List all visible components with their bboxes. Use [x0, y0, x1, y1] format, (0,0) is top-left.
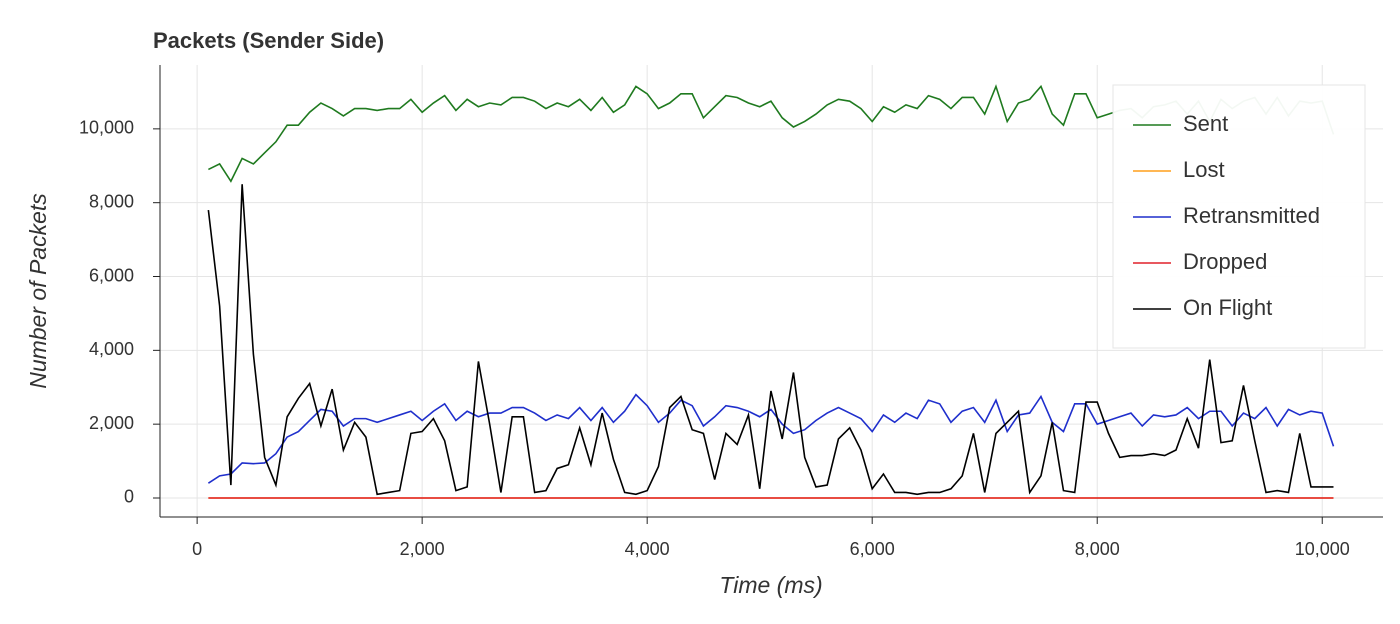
x-tick-label: 0 [192, 539, 202, 559]
y-tick-label: 2,000 [89, 413, 134, 433]
x-tick-label: 10,000 [1295, 539, 1350, 559]
legend-label: Dropped [1183, 249, 1267, 274]
series-line [207, 393, 1335, 484]
legend-label: Lost [1183, 157, 1225, 182]
legend-label: Sent [1183, 111, 1228, 136]
series-line [207, 184, 1334, 496]
chart-title: Packets (Sender Side) [153, 28, 384, 53]
x-axis-label: Time (ms) [719, 572, 822, 598]
x-tick-label: 2,000 [400, 539, 445, 559]
y-axis-label: Number of Packets [25, 193, 51, 389]
y-tick-label: 0 [124, 487, 134, 507]
legend-label: Retransmitted [1183, 203, 1320, 228]
x-tick-label: 6,000 [850, 539, 895, 559]
y-tick-label: 10,000 [79, 118, 134, 138]
y-tick-label: 4,000 [89, 339, 134, 359]
y-tick-label: 6,000 [89, 265, 134, 285]
legend-label: On Flight [1183, 295, 1272, 320]
legend: Sent Lost Retransmitted Dropped On Flight [1112, 84, 1366, 349]
x-tick-label: 8,000 [1075, 539, 1120, 559]
y-tick-label: 8,000 [89, 191, 134, 211]
x-tick-label: 4,000 [625, 539, 670, 559]
